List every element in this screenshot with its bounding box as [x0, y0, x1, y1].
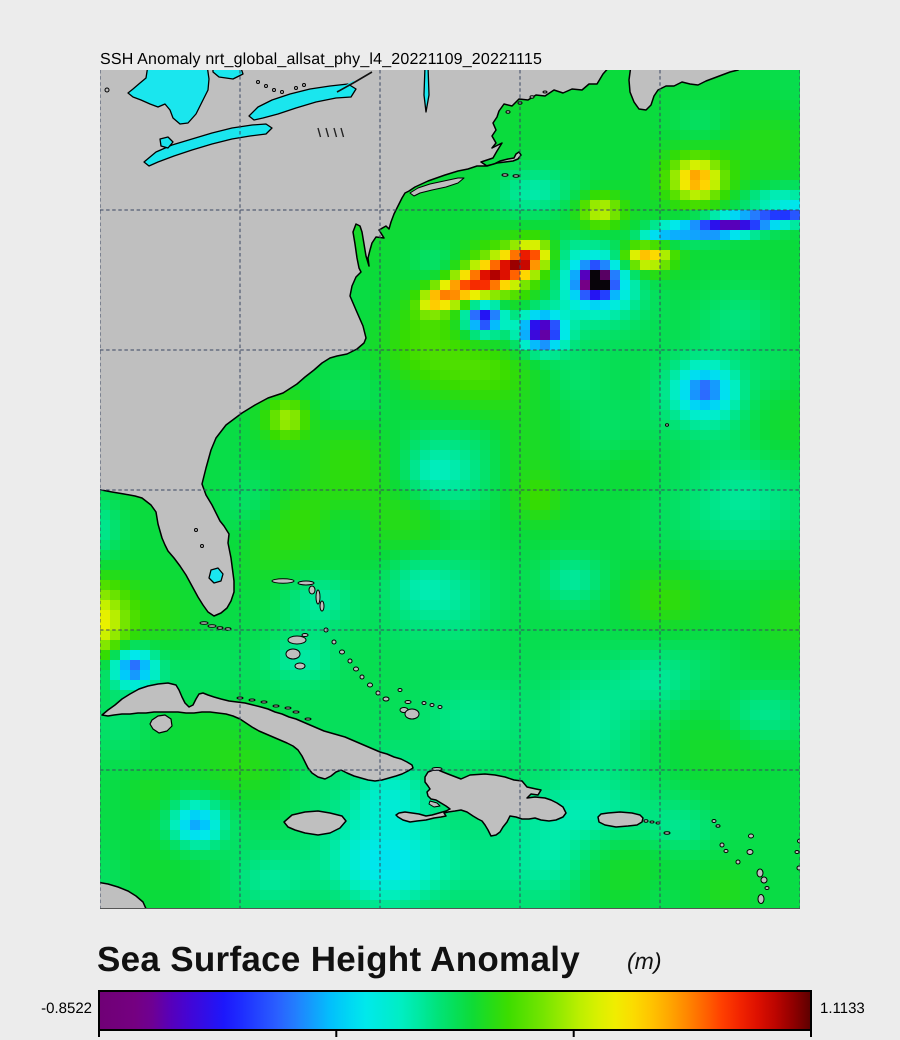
svg-text:(m): (m): [627, 948, 661, 974]
svg-text:Sea Surface Height Anomaly: Sea Surface Height Anomaly: [97, 940, 580, 979]
svg-text:SSH Anomaly nrt_global_allsat_: SSH Anomaly nrt_global_allsat_phy_l4_202…: [100, 51, 542, 68]
svg-text:1.1133: 1.1133: [820, 1000, 865, 1017]
svg-text:-0.8522: -0.8522: [41, 1000, 92, 1017]
